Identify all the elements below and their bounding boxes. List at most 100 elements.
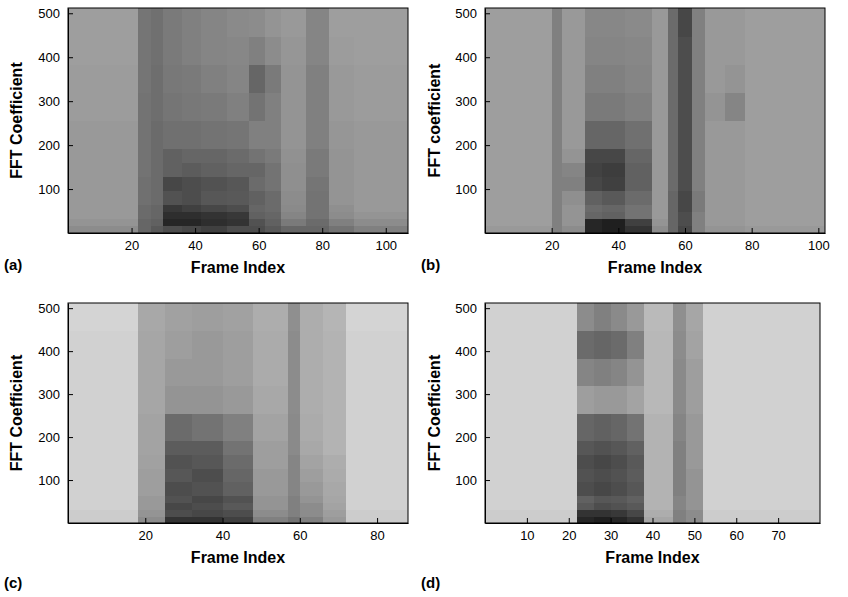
heatmap-cell bbox=[705, 64, 726, 93]
panel: 20406080100100200300400500 bbox=[455, 6, 829, 253]
heatmap-cell bbox=[686, 303, 703, 331]
heatmap-cell bbox=[306, 92, 329, 121]
heatmap-cell bbox=[705, 8, 726, 37]
heatmap-cell bbox=[725, 92, 746, 121]
heatmap-cell bbox=[625, 163, 652, 178]
heatmap-cell bbox=[585, 121, 602, 150]
heatmap-cell bbox=[223, 413, 254, 441]
heatmap-cell bbox=[703, 509, 820, 516]
heatmap-cell bbox=[281, 191, 307, 206]
heatmap-cell bbox=[485, 516, 578, 523]
heatmap-cell bbox=[227, 219, 250, 227]
x-tick-label: 30 bbox=[604, 528, 618, 543]
x-tick: 100 bbox=[375, 228, 397, 253]
heatmap-cell bbox=[249, 163, 265, 178]
heatmap-cell bbox=[725, 121, 746, 150]
heatmap-cell bbox=[329, 177, 355, 192]
heatmap-cell bbox=[182, 92, 202, 121]
y-tick: 200 bbox=[455, 430, 490, 445]
heatmap-cell bbox=[652, 226, 669, 233]
heatmap-cell bbox=[678, 219, 692, 227]
heatmap-cell bbox=[288, 331, 300, 359]
heatmap-cell bbox=[562, 92, 586, 121]
heatmap-cell bbox=[686, 502, 703, 509]
heatmap-cell bbox=[151, 8, 164, 37]
heatmap-cell bbox=[100, 8, 139, 37]
heatmap-cell bbox=[485, 205, 552, 213]
heatmap-cell bbox=[253, 303, 288, 331]
heatmap-cell bbox=[577, 482, 594, 496]
heatmap-cell bbox=[668, 205, 679, 213]
heatmap-cell bbox=[625, 36, 652, 65]
x-tick: 60 bbox=[730, 518, 744, 543]
heatmap-cell bbox=[163, 191, 183, 206]
heatmap-cell bbox=[346, 441, 408, 455]
heatmap-cell bbox=[627, 441, 644, 455]
y-tick-label: 400 bbox=[38, 344, 60, 359]
heatmap-cell bbox=[627, 509, 644, 516]
heatmap-cell bbox=[678, 177, 692, 192]
heatmap-cell bbox=[323, 482, 347, 496]
heatmap-cell bbox=[644, 454, 674, 468]
heatmap-cell bbox=[678, 226, 692, 233]
heatmap-cell bbox=[725, 177, 746, 192]
heatmap-cell bbox=[611, 496, 628, 503]
heatmap-cell bbox=[253, 482, 288, 496]
heatmap-cell bbox=[100, 205, 139, 213]
heatmap-cell bbox=[163, 64, 183, 93]
heatmap-cell bbox=[323, 386, 347, 414]
heatmap-cell bbox=[182, 121, 202, 150]
heatmap-cell bbox=[602, 226, 626, 233]
heatmap-cell bbox=[329, 212, 355, 220]
heatmap-cell bbox=[562, 36, 586, 65]
heatmap-cell bbox=[138, 454, 166, 468]
heatmap-cell bbox=[100, 64, 139, 93]
heatmap-cell bbox=[68, 191, 100, 206]
heatmap-cell bbox=[577, 502, 594, 509]
heatmap-cell bbox=[552, 177, 563, 192]
heatmap-cell bbox=[138, 36, 151, 65]
heatmap-cell bbox=[602, 191, 626, 206]
x-tick-mark bbox=[132, 228, 133, 233]
heatmap-cell bbox=[281, 212, 307, 220]
heatmap-cell bbox=[585, 212, 602, 220]
y-axis-title: FFT Coefficient bbox=[8, 354, 25, 471]
heatmap-cell bbox=[745, 226, 825, 233]
heatmap-cell bbox=[192, 441, 223, 455]
heatmap-cell bbox=[602, 205, 626, 213]
heatmap-cell bbox=[182, 205, 202, 213]
heatmap-cell bbox=[562, 191, 586, 206]
heatmap-cell bbox=[249, 92, 265, 121]
heatmap-cell bbox=[192, 413, 223, 441]
heatmap-cell bbox=[644, 303, 674, 331]
heatmap-cell bbox=[705, 226, 726, 233]
heatmap-cell bbox=[705, 191, 726, 206]
heatmap-cell bbox=[306, 121, 329, 150]
heatmap-cell bbox=[644, 468, 674, 482]
heatmap-cell bbox=[68, 149, 100, 164]
heatmap-cell bbox=[323, 303, 347, 331]
heatmap-cell bbox=[552, 219, 563, 227]
heatmap-cell bbox=[192, 454, 223, 468]
y-tick-mark bbox=[68, 480, 73, 481]
heatmap-cell bbox=[692, 177, 706, 192]
heatmap-cell bbox=[594, 386, 611, 414]
y-tick-label: 100 bbox=[38, 473, 60, 488]
heatmap-cell bbox=[182, 226, 202, 233]
heatmap-cell bbox=[652, 163, 669, 178]
x-axis: 20406080100 bbox=[486, 228, 830, 253]
heatmap-cell bbox=[182, 149, 202, 164]
heatmap-cell bbox=[644, 413, 674, 441]
x-tick-mark bbox=[377, 518, 378, 523]
heatmap-cell bbox=[165, 502, 193, 509]
heatmap-cell bbox=[625, 8, 652, 37]
heatmap-cell bbox=[165, 358, 193, 386]
heatmap-cell bbox=[354, 64, 408, 93]
heatmap-cell bbox=[253, 468, 288, 482]
y-tick-mark bbox=[485, 394, 490, 395]
heatmap-cell bbox=[182, 191, 202, 206]
heatmap-cell bbox=[138, 212, 151, 220]
heatmap-cell bbox=[594, 516, 611, 523]
y-tick: 300 bbox=[455, 94, 490, 109]
heatmap-cell bbox=[652, 92, 669, 121]
